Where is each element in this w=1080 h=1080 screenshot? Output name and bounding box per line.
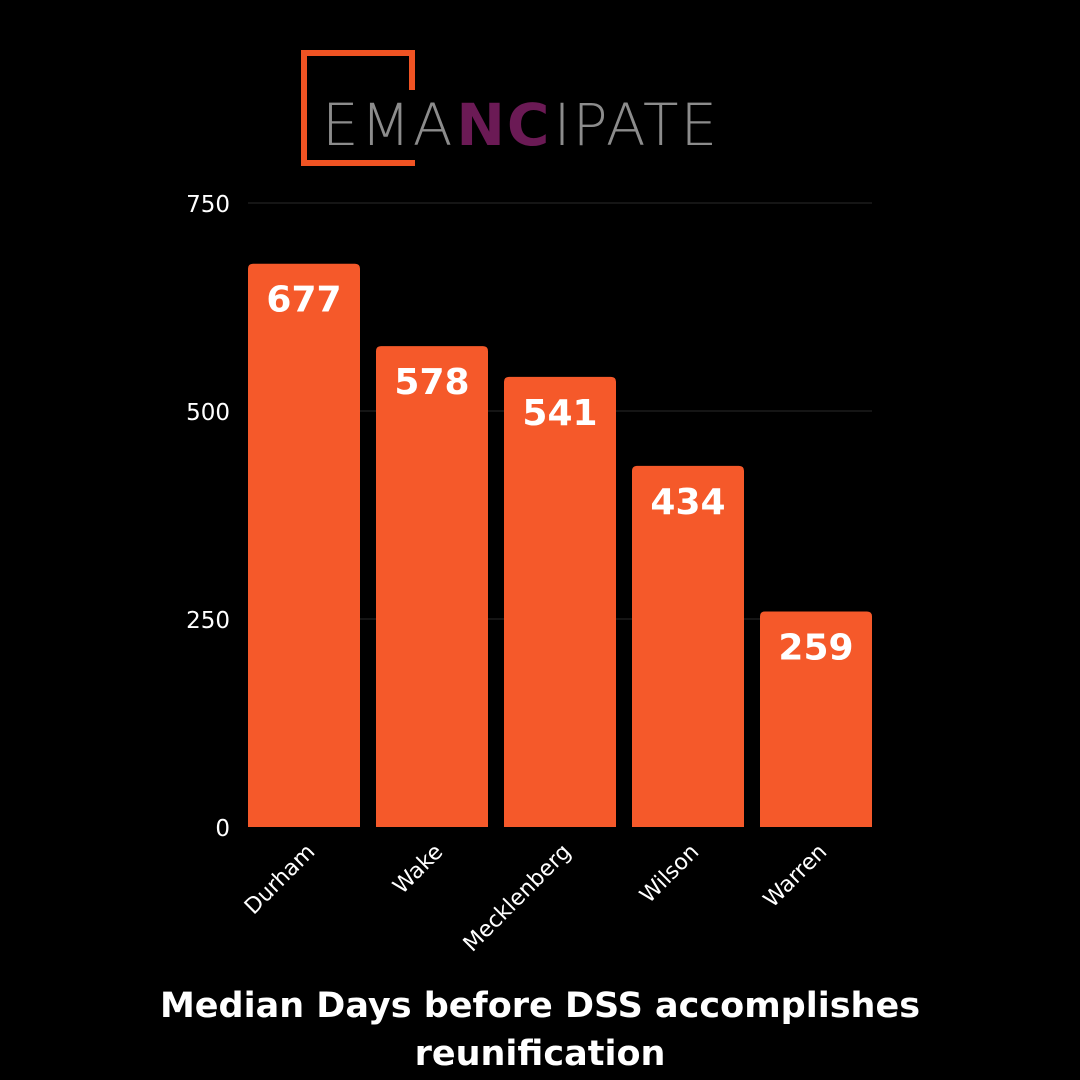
chart-title: Median Days before DSS accomplishes reun… xyxy=(159,986,921,1074)
x-tick-label: Durham xyxy=(240,840,320,920)
x-tick-label: Warren xyxy=(759,840,832,913)
bar-mecklenberg xyxy=(504,376,616,827)
logo-bracket-stub-icon xyxy=(409,50,415,90)
y-axis-ticks: 0 250 500 750 xyxy=(186,192,230,842)
logo-text-ema: EMA xyxy=(322,91,455,159)
logo-text-nc: NC xyxy=(456,91,552,159)
data-label: 434 xyxy=(650,482,725,523)
y-tick-label: 250 xyxy=(186,608,230,634)
x-tick-label: Wilson xyxy=(635,840,704,909)
y-tick-label: 0 xyxy=(215,816,230,842)
data-label: 541 xyxy=(522,393,597,434)
y-tick-label: 500 xyxy=(186,400,230,426)
data-label: 259 xyxy=(778,628,853,669)
bar-wilson xyxy=(632,465,744,827)
bars xyxy=(248,263,872,828)
data-label: 677 xyxy=(266,280,341,321)
logo-text-ipate: IPATE xyxy=(553,91,720,159)
x-axis-ticks: Durham Wake Mecklenberg Wilson Warren xyxy=(240,840,832,957)
x-tick-label: Mecklenberg xyxy=(459,840,576,957)
data-labels: 677 578 541 434 259 xyxy=(266,280,853,669)
logo-bracket-icon xyxy=(301,50,415,166)
x-tick-label: Wake xyxy=(389,840,449,900)
bar-durham xyxy=(248,263,360,828)
y-tick-label: 750 xyxy=(186,192,230,218)
data-label: 578 xyxy=(394,362,469,403)
bar-wake xyxy=(376,346,488,827)
bar-warren xyxy=(760,611,872,827)
